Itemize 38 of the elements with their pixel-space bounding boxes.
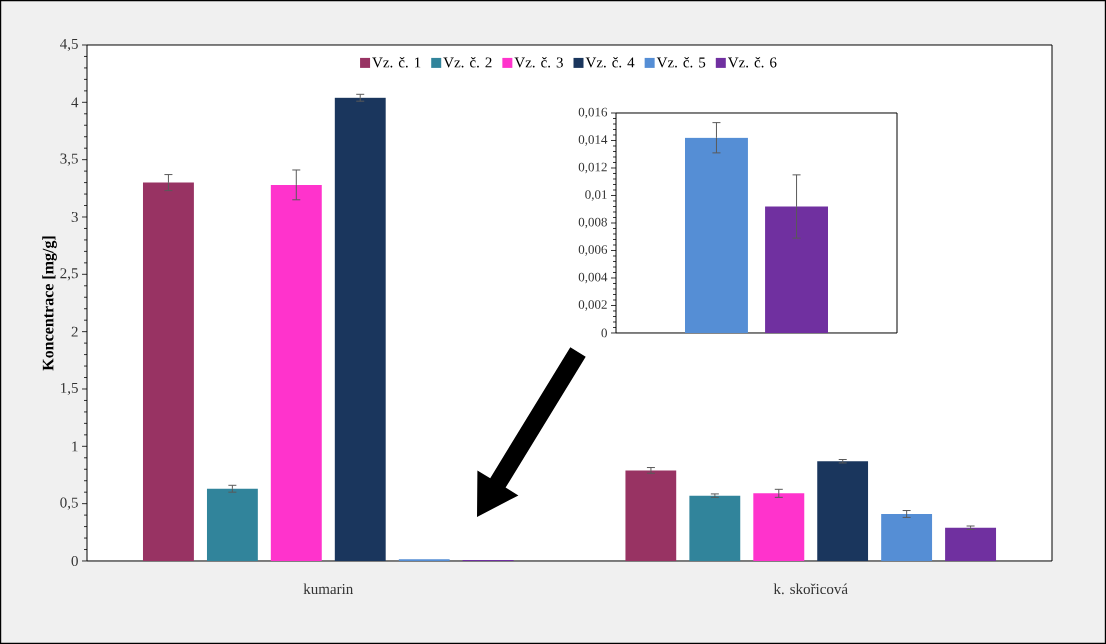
bar — [206, 488, 258, 561]
y-tick-label: 0,004 — [578, 272, 608, 284]
y-tick-label: 0,5 — [60, 497, 78, 510]
y-tick-label: 0,016 — [578, 107, 608, 119]
x-tick-label: kumarin — [303, 583, 354, 595]
y-tick-label: 1 — [72, 441, 78, 452]
legend-label: Vz. č. 5 — [656, 56, 706, 68]
y-tick-label: 0,014 — [578, 135, 608, 146]
bar — [945, 527, 997, 561]
y-tick-label: 0 — [71, 555, 78, 567]
y-tick-label: 0 — [601, 328, 607, 338]
y-tick-label: 0,01 — [585, 190, 607, 201]
y-tick-label: 0,002 — [578, 300, 607, 311]
bar — [817, 461, 869, 561]
bar — [625, 470, 677, 561]
bar — [334, 97, 386, 561]
y-tick-label: 2 — [71, 326, 78, 337]
y-tick-label: 4,5 — [60, 38, 78, 52]
legend-label: Vz. č. 2 — [443, 56, 492, 68]
y-axis-title: Koncentrace [mg/g] — [42, 236, 57, 371]
y-tick-label: 3,5 — [60, 153, 78, 166]
y-tick-label: 0,008 — [578, 217, 607, 229]
legend-label: Vz. č. 6 — [727, 56, 777, 68]
bar — [881, 513, 933, 561]
y-tick-label: 4 — [71, 97, 79, 108]
bar — [689, 495, 741, 561]
legend-label: Vz. č. 1 — [372, 56, 421, 68]
y-tick-label: 2,5 — [60, 268, 78, 281]
y-tick-label: 0,006 — [578, 245, 608, 256]
y-tick-label: 1,5 — [61, 382, 78, 396]
legend-label: Vz. č. 3 — [514, 56, 563, 68]
bar — [753, 493, 805, 561]
legend-label: Vz. č. 4 — [585, 56, 635, 68]
x-tick-label: k. skořicová — [773, 583, 848, 595]
bar — [270, 184, 322, 561]
bar — [142, 182, 194, 561]
y-tick-label: 0,012 — [578, 162, 607, 174]
y-tick-label: 3 — [71, 211, 78, 223]
